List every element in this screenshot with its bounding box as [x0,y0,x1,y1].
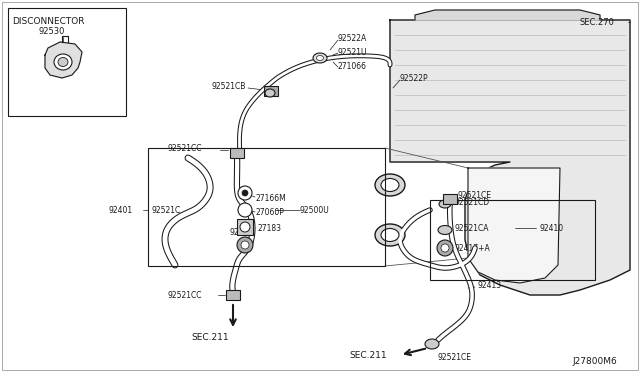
Ellipse shape [265,89,275,97]
Polygon shape [468,168,560,283]
Text: 92521U: 92521U [338,48,367,57]
Text: 27060P: 27060P [255,208,284,217]
Text: 92417: 92417 [230,228,254,237]
Text: 92417+A: 92417+A [455,244,491,253]
Text: SEC.211: SEC.211 [191,334,229,343]
Text: 92410: 92410 [540,224,564,232]
Ellipse shape [439,200,451,208]
Text: J27800M6: J27800M6 [572,357,617,366]
Text: 92530: 92530 [39,27,65,36]
Text: 92500U: 92500U [300,205,330,215]
Text: 92521CD: 92521CD [455,198,490,206]
Circle shape [238,186,252,200]
Text: 92521CE: 92521CE [438,353,472,362]
Ellipse shape [317,55,323,61]
Text: 92413: 92413 [478,280,502,289]
Polygon shape [415,10,600,20]
Bar [264,86,278,96]
Circle shape [241,241,249,249]
Ellipse shape [54,54,72,70]
Ellipse shape [58,58,68,67]
Text: 92521CA: 92521CA [455,224,490,232]
Circle shape [437,240,453,256]
Ellipse shape [381,228,399,241]
Circle shape [240,222,250,232]
Circle shape [237,237,253,253]
Polygon shape [45,42,82,78]
Text: 92521CC: 92521CC [168,144,202,153]
Text: 27183: 27183 [258,224,282,232]
Polygon shape [390,20,630,295]
Text: 92521CE: 92521CE [458,190,492,199]
Text: SEC.270: SEC.270 [580,17,615,26]
Circle shape [238,203,252,217]
Text: DISCONNECTOR: DISCONNECTOR [12,17,84,26]
Ellipse shape [375,174,405,196]
Ellipse shape [438,225,452,234]
Circle shape [441,244,449,252]
Text: 92522P: 92522P [400,74,429,83]
Ellipse shape [375,224,405,246]
Bar [237,219,253,235]
Bar [430,200,595,280]
Text: 92401: 92401 [108,205,132,215]
Text: 92522A: 92522A [338,33,367,42]
Bar [8,8,126,116]
Ellipse shape [425,339,439,349]
Text: 92521CB: 92521CB [212,81,246,90]
Text: 92521CC: 92521CC [168,291,202,299]
Bar [226,290,240,300]
Bar [148,148,385,266]
Text: 92521C: 92521C [152,205,181,215]
Bar [230,148,244,158]
Circle shape [242,190,248,196]
Ellipse shape [381,179,399,192]
Text: 27166M: 27166M [255,193,285,202]
Text: SEC.211: SEC.211 [349,350,387,359]
Bar [443,194,457,204]
Text: 271066: 271066 [338,61,367,71]
Ellipse shape [313,53,327,63]
